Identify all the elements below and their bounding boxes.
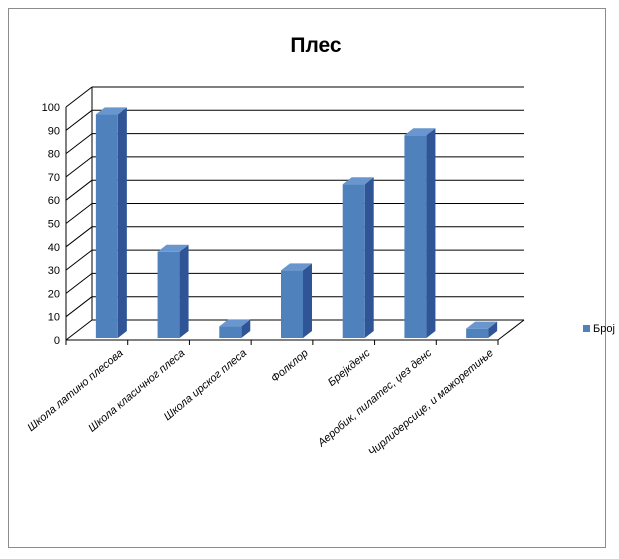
bar-front (466, 328, 489, 338)
bar-front (342, 184, 365, 338)
y-tick-label: 80 (48, 149, 60, 161)
bar-front (157, 251, 180, 338)
y-tick-label: 60 (48, 195, 60, 207)
y-tick-label: 90 (48, 125, 60, 137)
grid-diagonal (65, 249, 93, 271)
bar-top (219, 319, 251, 327)
bar-top (466, 321, 498, 329)
x-tick-label: Фолклор (269, 347, 311, 385)
x-tick-label: Школа латино плесова (25, 347, 125, 434)
bar-side (426, 128, 436, 338)
grid-diagonal (65, 226, 93, 248)
bar-side (241, 319, 251, 338)
y-tick-label: 40 (48, 242, 60, 254)
grid-diagonal (65, 296, 93, 318)
x-tick-label: Брејкденс (326, 347, 373, 389)
bar-top (157, 244, 189, 252)
y-tick-label: 20 (48, 288, 60, 300)
x-tick-label: Аеробик, пилатес, џез денс (315, 347, 435, 450)
bar-top (281, 263, 312, 271)
chart-title: Плес (290, 34, 342, 57)
grid-diagonal (65, 156, 93, 178)
grid-diagonal (65, 203, 93, 224)
grid-diagonal (65, 179, 93, 201)
bar-side (364, 177, 374, 338)
y-tick-label: 100 (42, 102, 60, 114)
bar-side (179, 244, 189, 338)
bar (404, 128, 436, 338)
floor-right-edge (497, 319, 525, 341)
bar-side (117, 107, 127, 338)
legend-label: Број (593, 323, 615, 335)
bar (219, 319, 251, 338)
y-tick-label: 50 (48, 219, 60, 231)
bar-side (488, 321, 498, 338)
x-tick-label: Чирлидерсице, и мажоретиње (366, 347, 496, 459)
bar-front (404, 135, 427, 338)
legend-swatch (583, 325, 590, 332)
y-tick-label: 70 (48, 172, 60, 184)
y-tick-label: 10 (48, 312, 60, 324)
bar-front (219, 326, 242, 338)
grid-diagonal (65, 133, 93, 154)
grid-lines (65, 86, 525, 345)
bar (342, 177, 374, 338)
grid-diagonal (65, 319, 93, 341)
bar-front (95, 114, 118, 338)
bar-top (342, 177, 374, 185)
bar (95, 107, 127, 338)
bar (281, 263, 312, 338)
bar-side (303, 263, 312, 338)
bar (157, 244, 189, 338)
y-tick-label: 30 (48, 265, 60, 277)
bars (95, 107, 498, 338)
bar-front (281, 270, 303, 338)
grid-diagonal (65, 109, 93, 131)
legend: Број (583, 323, 615, 335)
bar-top (95, 107, 127, 115)
y-axis: 0 10 20 30 40 50 60 70 80 90 100 (42, 102, 60, 347)
grid-diagonal (65, 86, 93, 108)
bar (466, 321, 498, 338)
bar-top (404, 128, 436, 136)
y-tick-label: 0 (54, 335, 60, 347)
grid-diagonal (65, 273, 93, 294)
